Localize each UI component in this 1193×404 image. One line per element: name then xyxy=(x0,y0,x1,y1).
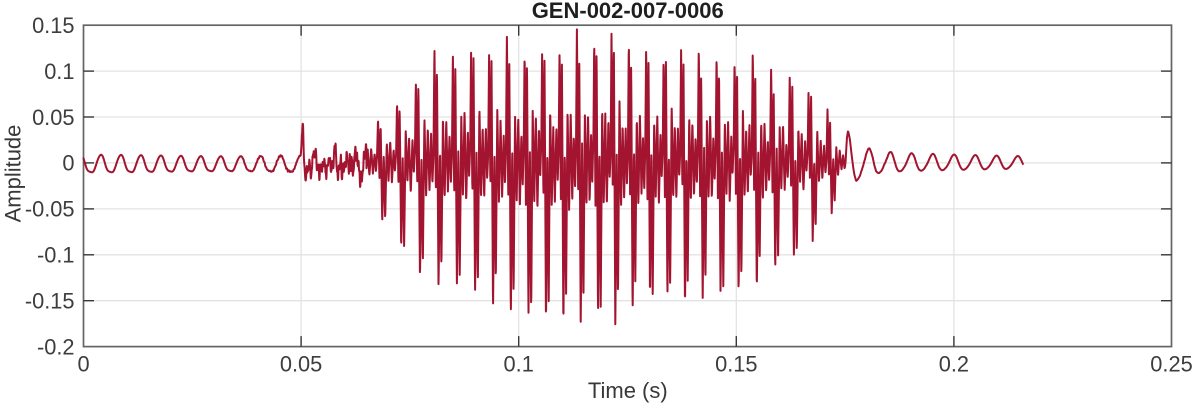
svg-text:0.15: 0.15 xyxy=(32,13,74,38)
svg-text:-0.05: -0.05 xyxy=(25,197,75,222)
svg-text:0.05: 0.05 xyxy=(32,105,74,130)
svg-text:0.2: 0.2 xyxy=(939,351,969,376)
svg-text:-0.15: -0.15 xyxy=(25,289,75,314)
svg-text:0.15: 0.15 xyxy=(715,351,757,376)
svg-text:0: 0 xyxy=(77,351,89,376)
svg-text:GEN-002-007-0006: GEN-002-007-0006 xyxy=(532,0,724,23)
svg-text:0.1: 0.1 xyxy=(504,351,534,376)
svg-text:0: 0 xyxy=(62,151,74,176)
svg-text:0.05: 0.05 xyxy=(280,351,322,376)
svg-text:0.1: 0.1 xyxy=(44,59,74,84)
svg-text:0.25: 0.25 xyxy=(1150,351,1192,376)
svg-text:Amplitude: Amplitude xyxy=(1,125,26,223)
svg-text:Time (s): Time (s) xyxy=(588,378,668,403)
svg-text:-0.1: -0.1 xyxy=(37,243,75,268)
svg-text:-0.2: -0.2 xyxy=(37,334,75,359)
